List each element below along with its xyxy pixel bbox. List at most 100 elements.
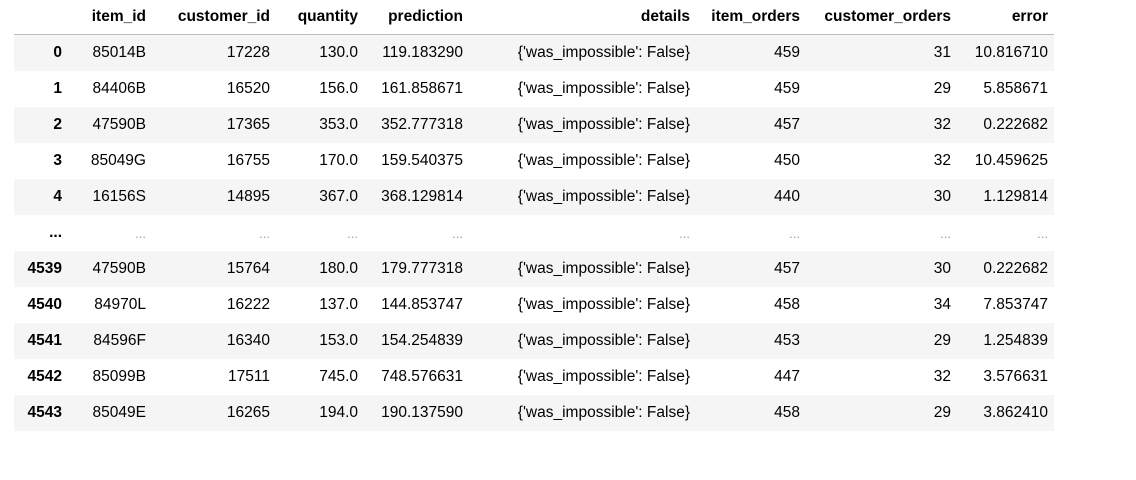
cell-details: {'was_impossible': False} xyxy=(517,44,690,61)
cell-customer-id: 16222 xyxy=(226,296,270,313)
column-header-customer-id: customer_id xyxy=(152,0,276,35)
cell-customer-orders: 32 xyxy=(933,152,951,169)
row-index: 4543 xyxy=(27,404,62,421)
cell-details: {'was_impossible': False} xyxy=(517,152,690,169)
cell-error: 0.222682 xyxy=(983,116,1048,133)
cell-item-orders: 458 xyxy=(774,296,800,313)
cell-customer-id: 17228 xyxy=(226,44,270,61)
column-header-item-id: item_id xyxy=(68,0,152,35)
column-header-quantity: quantity xyxy=(276,0,364,35)
cell-quantity: 153.0 xyxy=(319,332,358,349)
cell-customer-id: 15764 xyxy=(226,260,270,277)
table-row: 3 85049G 16755 170.0 159.540375 {'was_im… xyxy=(14,143,1054,179)
cell-item-id: 47590B xyxy=(92,260,146,277)
cell-quantity: 353.0 xyxy=(319,116,358,133)
cell-customer-orders: ... xyxy=(940,225,951,241)
cell-prediction: ... xyxy=(452,225,463,241)
cell-customer-id: 17511 xyxy=(228,368,270,385)
cell-item-id: 84970L xyxy=(94,296,146,313)
cell-prediction: 190.137590 xyxy=(381,404,463,421)
cell-details: {'was_impossible': False} xyxy=(517,332,690,349)
dataframe-table: item_id customer_id quantity prediction … xyxy=(14,0,1054,431)
cell-item-id: 47590B xyxy=(92,116,146,133)
table-row: 4 16156S 14895 367.0 368.129814 {'was_im… xyxy=(14,179,1054,215)
column-header-details: details xyxy=(469,0,696,35)
row-index: 4 xyxy=(53,188,62,205)
cell-error: 10.816710 xyxy=(974,44,1048,61)
cell-item-orders: 459 xyxy=(774,44,800,61)
cell-prediction: 748.576631 xyxy=(381,368,463,385)
cell-customer-orders: 30 xyxy=(933,260,951,277)
cell-error: 3.576631 xyxy=(983,368,1048,385)
row-index: 4541 xyxy=(27,332,62,349)
cell-item-orders: 450 xyxy=(774,152,800,169)
table-row: 1 84406B 16520 156.0 161.858671 {'was_im… xyxy=(14,71,1054,107)
cell-customer-orders: 32 xyxy=(933,368,951,385)
cell-quantity: 194.0 xyxy=(319,404,358,421)
cell-item-orders: 440 xyxy=(774,188,800,205)
cell-item-id: 85049E xyxy=(92,404,146,421)
cell-item-orders: ... xyxy=(789,225,800,241)
cell-item-id: 84406B xyxy=(92,80,146,97)
cell-prediction: 352.777318 xyxy=(381,116,463,133)
column-header-prediction: prediction xyxy=(364,0,469,35)
table-row: 0 85014B 17228 130.0 119.183290 {'was_im… xyxy=(14,34,1054,71)
cell-customer-id: 16265 xyxy=(226,404,270,421)
column-header-error: error xyxy=(957,0,1054,35)
cell-error: 3.862410 xyxy=(983,404,1048,421)
table-row: 2 47590B 17365 353.0 352.777318 {'was_im… xyxy=(14,107,1054,143)
cell-details: {'was_impossible': False} xyxy=(517,116,690,133)
cell-customer-orders: 32 xyxy=(933,116,951,133)
cell-customer-id: 17365 xyxy=(226,116,270,133)
cell-prediction: 119.183290 xyxy=(382,44,463,61)
cell-customer-orders: 29 xyxy=(933,404,951,421)
cell-item-orders: 458 xyxy=(774,404,800,421)
index-header xyxy=(14,0,68,35)
cell-customer-id: 16755 xyxy=(226,152,270,169)
cell-item-id: 85049G xyxy=(90,152,146,169)
row-index: 0 xyxy=(53,44,62,61)
cell-item-id: 85099B xyxy=(92,368,146,385)
cell-customer-orders: 31 xyxy=(933,44,951,61)
cell-details: {'was_impossible': False} xyxy=(517,404,690,421)
header-row: item_id customer_id quantity prediction … xyxy=(14,0,1054,35)
cell-item-orders: 457 xyxy=(774,116,800,133)
cell-quantity: 130.0 xyxy=(319,44,358,61)
cell-item-orders: 459 xyxy=(774,80,800,97)
cell-error: 1.129814 xyxy=(983,188,1048,205)
cell-prediction: 368.129814 xyxy=(381,188,463,205)
cell-customer-orders: 34 xyxy=(933,296,951,313)
cell-error: ... xyxy=(1037,225,1048,241)
cell-item-id: 16156S xyxy=(92,188,146,205)
row-index: 4540 xyxy=(27,296,62,313)
column-header-item-orders: item_orders xyxy=(696,0,806,35)
cell-quantity: 745.0 xyxy=(319,368,358,385)
table-row: 4543 85049E 16265 194.0 190.137590 {'was… xyxy=(14,395,1054,431)
cell-customer-orders: 29 xyxy=(933,332,951,349)
cell-details: {'was_impossible': False} xyxy=(517,368,690,385)
cell-item-id: ... xyxy=(135,225,146,241)
row-index: ... xyxy=(49,224,62,241)
column-header-customer-orders: customer_orders xyxy=(806,0,957,35)
row-index: 2 xyxy=(53,116,62,133)
cell-prediction: 154.254839 xyxy=(381,332,463,349)
cell-customer-id: 16340 xyxy=(226,332,270,349)
cell-error: 7.853747 xyxy=(983,296,1048,313)
cell-details: ... xyxy=(679,225,690,241)
cell-quantity: 137.0 xyxy=(319,296,358,313)
cell-item-id: 84596F xyxy=(93,332,146,349)
table-body: 0 85014B 17228 130.0 119.183290 {'was_im… xyxy=(14,34,1054,431)
row-index: 1 xyxy=(53,80,62,97)
table-row: 4540 84970L 16222 137.0 144.853747 {'was… xyxy=(14,287,1054,323)
table-row: 4539 47590B 15764 180.0 179.777318 {'was… xyxy=(14,251,1054,287)
cell-quantity: 180.0 xyxy=(319,260,358,277)
cell-customer-id: 14895 xyxy=(226,188,270,205)
table-header: item_id customer_id quantity prediction … xyxy=(14,0,1054,35)
cell-item-orders: 447 xyxy=(774,368,800,385)
row-index: 4539 xyxy=(27,260,62,277)
cell-item-orders: 453 xyxy=(774,332,800,349)
cell-error: 5.858671 xyxy=(983,80,1048,97)
cell-prediction: 159.540375 xyxy=(381,152,463,169)
cell-customer-id: ... xyxy=(259,225,270,241)
